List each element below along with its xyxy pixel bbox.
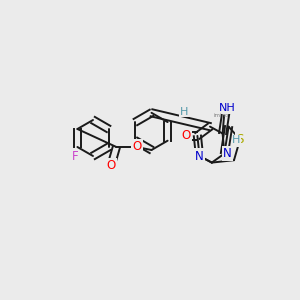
Text: O: O <box>132 140 141 154</box>
Text: N: N <box>195 149 204 163</box>
Text: N: N <box>223 147 232 160</box>
Text: F: F <box>72 150 78 163</box>
Text: S: S <box>236 133 244 146</box>
Text: O: O <box>106 159 116 172</box>
Text: O: O <box>182 129 190 142</box>
Text: imino: imino <box>213 113 229 118</box>
Text: H: H <box>180 106 188 117</box>
Text: H: H <box>232 135 241 145</box>
Text: NH: NH <box>219 103 236 113</box>
